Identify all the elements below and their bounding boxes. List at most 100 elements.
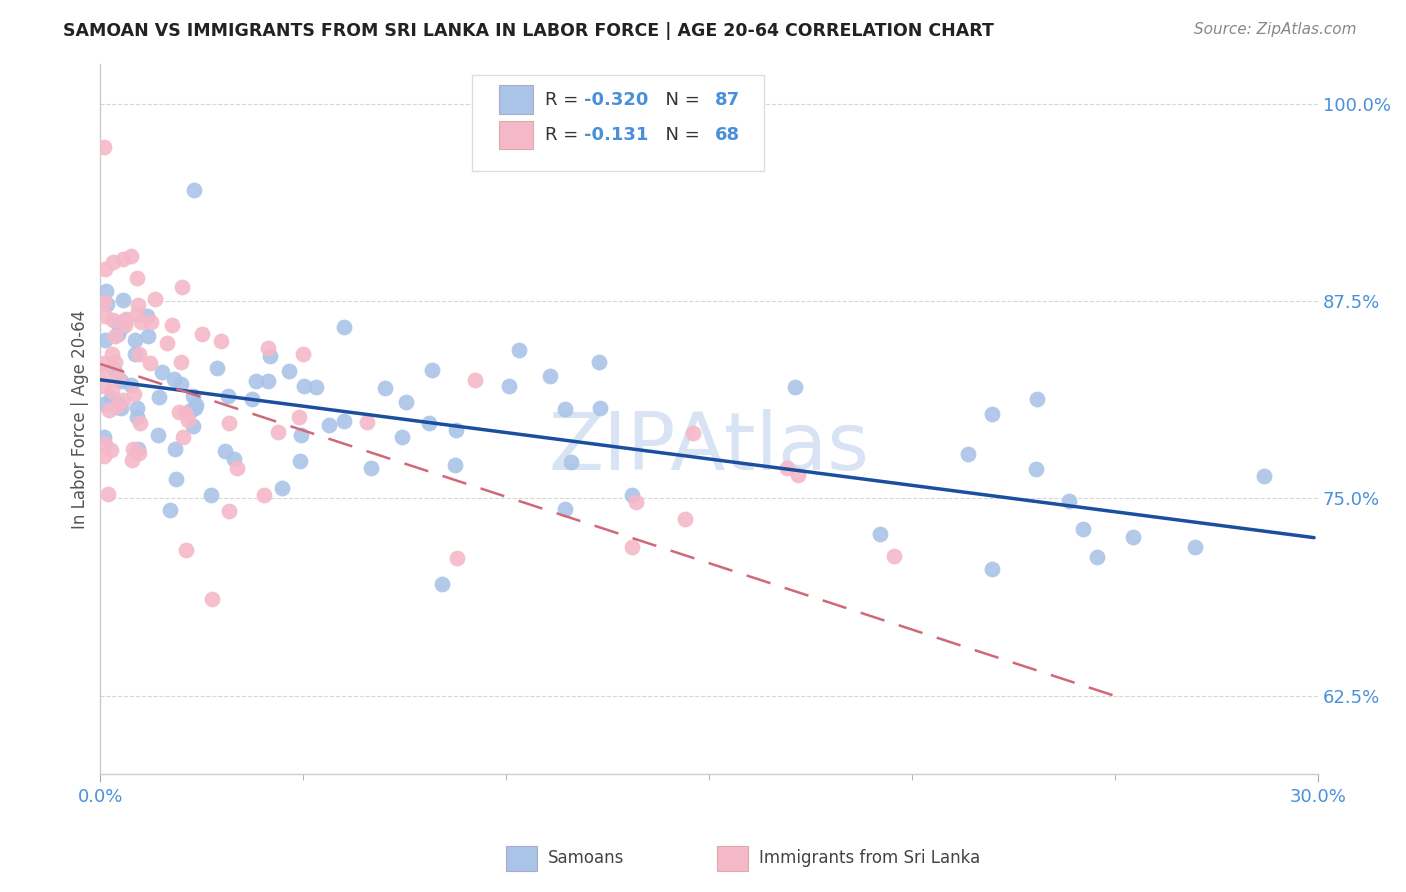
Point <box>1085 550 1108 565</box>
Point <box>418 416 440 430</box>
Point <box>100 392 122 406</box>
Point <box>108 397 131 411</box>
Point <box>93 356 115 370</box>
Point <box>125 271 148 285</box>
Point <box>129 315 152 329</box>
Point <box>172 280 194 294</box>
Bar <box>499 121 533 149</box>
Point <box>103 255 125 269</box>
Point <box>1026 392 1049 407</box>
Point <box>218 504 240 518</box>
Point <box>333 320 356 334</box>
Text: N =: N = <box>654 91 706 109</box>
Point <box>201 591 224 606</box>
Point <box>135 310 157 324</box>
Text: 68: 68 <box>716 126 741 145</box>
Point <box>160 318 183 333</box>
Point <box>538 368 561 383</box>
Point <box>443 458 465 473</box>
Point <box>446 551 468 566</box>
Point <box>333 414 356 428</box>
Point <box>444 423 467 437</box>
Point <box>1184 541 1206 555</box>
Point <box>121 453 143 467</box>
Text: Source: ZipAtlas.com: Source: ZipAtlas.com <box>1194 22 1357 37</box>
Point <box>101 347 124 361</box>
Point <box>96 284 118 298</box>
Point <box>114 313 136 327</box>
Point <box>588 354 610 368</box>
Point <box>589 401 612 415</box>
Point <box>217 389 239 403</box>
Point <box>172 430 194 444</box>
Point <box>180 403 202 417</box>
Point <box>136 329 159 343</box>
Point <box>120 377 142 392</box>
Point <box>776 460 799 475</box>
Point <box>156 336 179 351</box>
Point <box>682 426 704 441</box>
Point <box>167 405 190 419</box>
Point <box>94 309 117 323</box>
Point <box>127 409 149 424</box>
Point <box>101 384 124 399</box>
Point <box>103 361 125 376</box>
Point <box>107 317 129 331</box>
Point <box>93 368 115 382</box>
Text: 87: 87 <box>716 91 741 109</box>
Point <box>186 398 208 412</box>
Point <box>183 183 205 197</box>
Point <box>259 349 281 363</box>
FancyBboxPatch shape <box>472 75 763 170</box>
Point <box>980 562 1002 576</box>
Text: Samoans: Samoans <box>548 849 624 867</box>
Point <box>93 430 115 444</box>
Point <box>374 381 396 395</box>
Point <box>673 512 696 526</box>
Point <box>267 425 290 440</box>
Point <box>128 446 150 460</box>
Point <box>110 401 132 416</box>
Point <box>103 329 125 343</box>
Point <box>290 453 312 467</box>
Point <box>112 392 135 407</box>
Point <box>240 392 263 407</box>
Point <box>253 488 276 502</box>
Point <box>222 452 245 467</box>
Point <box>288 410 311 425</box>
Point <box>104 401 127 415</box>
Point <box>125 307 148 321</box>
Point <box>356 415 378 429</box>
Point <box>620 540 643 554</box>
Text: SAMOAN VS IMMIGRANTS FROM SRI LANKA IN LABOR FORCE | AGE 20-64 CORRELATION CHART: SAMOAN VS IMMIGRANTS FROM SRI LANKA IN L… <box>63 22 994 40</box>
Point <box>93 449 115 463</box>
Point <box>209 334 232 348</box>
Point <box>127 298 149 312</box>
Point <box>181 389 204 403</box>
Point <box>869 527 891 541</box>
Point <box>294 379 316 393</box>
Point <box>148 391 170 405</box>
Point <box>110 321 132 335</box>
Bar <box>499 86 533 114</box>
Point <box>624 494 647 508</box>
Point <box>200 487 222 501</box>
Point <box>181 419 204 434</box>
Point <box>93 294 115 309</box>
Text: ZIPAtlas: ZIPAtlas <box>548 409 870 487</box>
Point <box>304 380 326 394</box>
Point <box>191 326 214 341</box>
Point <box>163 442 186 456</box>
Point <box>169 377 191 392</box>
Point <box>115 312 138 326</box>
Point <box>107 327 129 342</box>
Point <box>395 394 418 409</box>
Point <box>101 312 124 326</box>
Point <box>360 460 382 475</box>
Point <box>98 403 121 417</box>
Point <box>981 407 1004 421</box>
Point <box>177 413 200 427</box>
Point <box>105 399 128 413</box>
Point <box>110 374 132 388</box>
Point <box>93 379 115 393</box>
